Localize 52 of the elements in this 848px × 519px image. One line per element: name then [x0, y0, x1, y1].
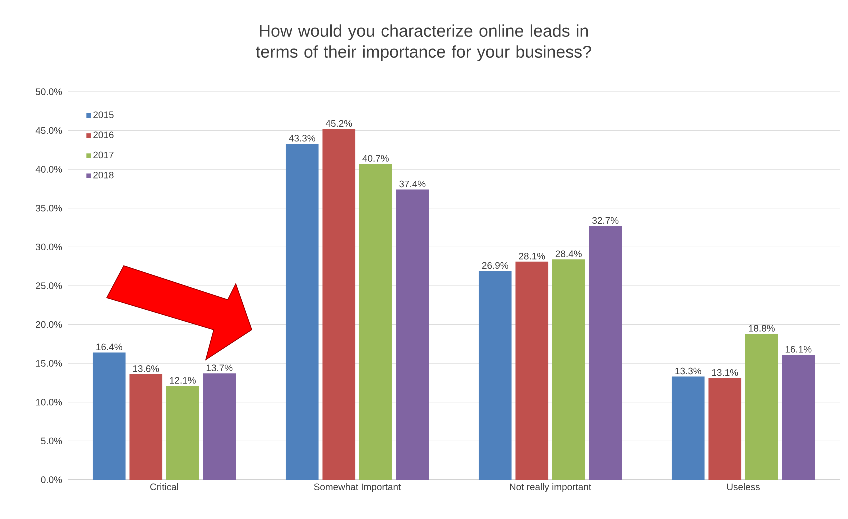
bar	[672, 376, 705, 480]
bar	[782, 355, 816, 480]
bar	[552, 260, 586, 480]
data-label: 13.3%	[676, 368, 702, 375]
data-label: 28.4%	[556, 250, 582, 258]
data-label: 13.6%	[133, 366, 160, 372]
y-tick-label: 25.0%	[36, 282, 62, 290]
legend-label: 2018	[94, 172, 114, 179]
data-label: 12.1%	[170, 377, 196, 384]
y-tick-label: 20.0%	[36, 321, 62, 328]
y-tick-label: 50.0%	[36, 88, 62, 96]
bar	[478, 271, 512, 480]
data-label: 13.1%	[712, 369, 738, 376]
data-label: 26.9%	[482, 262, 508, 270]
data-label: 28.1%	[519, 253, 546, 260]
data-label: 16.4%	[96, 344, 122, 351]
bar	[745, 334, 778, 480]
bar	[516, 262, 549, 480]
data-label: 18.8%	[749, 325, 775, 332]
y-tick-label: 10.0%	[36, 399, 62, 406]
data-label: 13.7%	[206, 364, 233, 372]
bar	[203, 374, 236, 480]
legend-label: 2017	[94, 152, 114, 159]
bar	[359, 164, 392, 480]
y-tick-label: 30.0%	[36, 244, 62, 251]
x-tick-label: Critical	[150, 484, 178, 490]
bar	[322, 129, 356, 480]
chart-title: How would you characterize online leads in terms of their importance for your business?	[256, 24, 592, 62]
x-tick-label: Not really important	[510, 484, 592, 492]
y-tick-label: 0.0%	[41, 476, 62, 484]
data-label: 45.2%	[326, 120, 352, 128]
bar	[589, 226, 622, 480]
y-tick-label: 5.0%	[41, 438, 62, 445]
x-tick-label: Useless	[727, 484, 760, 490]
legend-label: 2015	[94, 112, 114, 118]
x-tick-label: Somewhat Important	[314, 484, 402, 492]
data-label: 40.7%	[362, 155, 389, 162]
data-label: 37.4%	[400, 180, 426, 188]
data-label: 16.1%	[786, 346, 812, 353]
y-tick-label: 15.0%	[36, 360, 62, 367]
y-tick-label: 35.0%	[36, 205, 62, 212]
bar	[708, 378, 742, 480]
data-label: 32.7%	[592, 217, 619, 224]
bar	[396, 190, 430, 480]
data-label: 43.3%	[289, 135, 316, 142]
bar	[166, 386, 200, 480]
bar	[130, 374, 163, 480]
y-tick-label: 40.0%	[36, 166, 62, 173]
bar	[286, 144, 319, 480]
bar	[92, 352, 126, 480]
y-tick-label: 45.0%	[36, 127, 62, 134]
legend-label: 2016	[94, 132, 114, 138]
